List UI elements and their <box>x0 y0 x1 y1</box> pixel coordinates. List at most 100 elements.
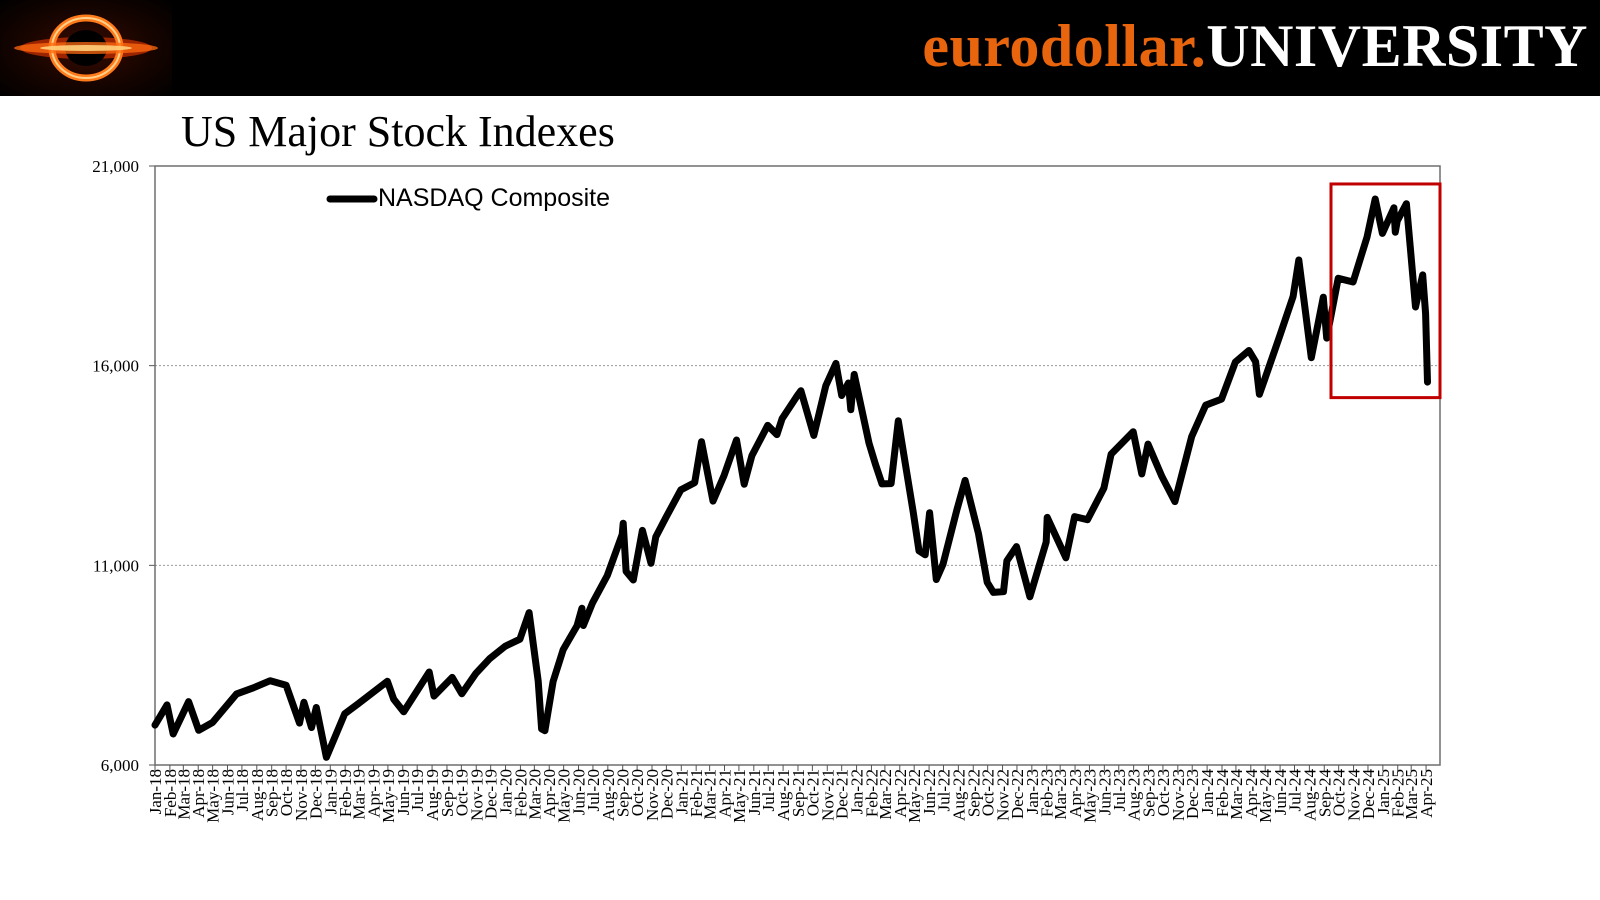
x-tick-label: Mar-20 <box>525 769 544 820</box>
x-tick-label: Jul-20 <box>584 769 603 812</box>
x-tick-label: May-19 <box>379 769 398 823</box>
x-tick-label: Dec-22 <box>1008 769 1027 819</box>
x-tick-label: Nov-24 <box>1345 769 1364 821</box>
x-tick-label: May-23 <box>1080 769 1099 823</box>
x-tick-label: Jan-21 <box>672 769 691 814</box>
nasdaq-composite-line <box>151 195 1431 761</box>
y-tick-label: 21,000 <box>92 157 139 176</box>
x-tick-label: Jul-18 <box>233 769 252 812</box>
x-tick-label: Apr-20 <box>540 769 559 818</box>
x-tick-label: Jan-22 <box>848 769 867 814</box>
x-tick-label: Sep-24 <box>1315 769 1334 818</box>
x-tick-label: Sep-23 <box>1140 769 1159 817</box>
x-tick-label: Dec-21 <box>833 769 852 819</box>
x-tick-label: Apr-24 <box>1242 769 1261 818</box>
x-tick-label: Apr-25 <box>1417 769 1436 818</box>
x-tick-label: Jun-24 <box>1271 769 1290 816</box>
x-tick-label: Dec-24 <box>1359 769 1378 820</box>
x-tick-label: Jun-19 <box>394 769 413 815</box>
x-tick-label: Jan-23 <box>1023 769 1042 814</box>
x-tick-label: Jan-20 <box>497 769 516 814</box>
x-tick-label: Apr-21 <box>716 769 735 818</box>
x-tick-label: Nov-22 <box>994 769 1013 821</box>
x-tick-label: Jun-18 <box>219 769 238 815</box>
x-tick-label: Oct-20 <box>628 769 647 816</box>
x-tick-label: Feb-22 <box>862 769 881 817</box>
x-tick-label: Feb-23 <box>1038 769 1057 817</box>
x-tick-label: Mar-21 <box>701 769 720 820</box>
x-tick-label: Aug-18 <box>248 769 267 821</box>
x-tick-label: Aug-22 <box>949 769 968 821</box>
x-tick-label: Feb-20 <box>511 769 530 817</box>
x-tick-label: Aug-24 <box>1300 769 1319 821</box>
x-tick-label: Dec-23 <box>1183 769 1202 819</box>
x-tick-label: Jul-19 <box>408 769 427 812</box>
x-tick-label: Feb-25 <box>1389 769 1408 817</box>
x-tick-label: Jul-21 <box>759 769 778 812</box>
x-tick-label: Mar-18 <box>174 769 193 820</box>
highlight-box <box>1329 182 1442 400</box>
x-tick-label: Jan-25 <box>1374 769 1393 814</box>
x-tick-label: Aug-21 <box>774 769 793 821</box>
x-tick-label: Jul-22 <box>934 769 953 812</box>
x-tick-label: Feb-24 <box>1213 769 1232 818</box>
x-tick-label: Oct-21 <box>803 769 822 816</box>
x-tick-label: Nov-23 <box>1169 769 1188 821</box>
x-tick-label: May-21 <box>730 769 749 823</box>
plot-area-border <box>154 165 1441 766</box>
x-tick-label: Mar-19 <box>350 769 369 820</box>
x-tick-label: Dec-19 <box>482 769 501 819</box>
chart-title: US Major Stock Indexes <box>181 107 615 156</box>
x-tick-label: Jul-23 <box>1110 769 1129 812</box>
x-tick-label: Jun-23 <box>1095 769 1114 815</box>
brand-accent-text: eurodollar. <box>922 13 1207 79</box>
header-banner: eurodollar.UNIVERSITY <box>0 0 1600 96</box>
legend-label: NASDAQ Composite <box>378 184 610 212</box>
x-tick-label: Jan-24 <box>1198 769 1217 815</box>
x-tick-label: Oct-18 <box>277 769 296 816</box>
x-tick-label: Nov-20 <box>643 769 662 821</box>
y-tick-label: 6,000 <box>101 756 139 775</box>
x-tick-label: Mar-23 <box>1051 769 1070 820</box>
x-tick-label: Jun-20 <box>570 769 589 815</box>
x-tick-label: Apr-22 <box>891 769 910 818</box>
brand-wordmark: eurodollar.UNIVERSITY <box>922 6 1588 86</box>
x-tick-label: Sep-18 <box>263 769 282 817</box>
x-tick-label: Jan-19 <box>321 769 340 814</box>
x-tick-label: Aug-19 <box>423 769 442 821</box>
y-tick-label: 11,000 <box>93 556 139 575</box>
x-tick-label: Jan-18 <box>146 769 165 814</box>
x-tick-label: Oct-19 <box>452 769 471 816</box>
x-tick-label: Sep-22 <box>964 769 983 817</box>
x-tick-label: Jun-22 <box>920 769 939 815</box>
x-tick-label: Mar-22 <box>876 769 895 820</box>
x-tick-label: Mar-25 <box>1402 769 1421 820</box>
x-tick-label: Feb-19 <box>336 769 355 817</box>
x-tick-label: Mar-24 <box>1227 769 1246 820</box>
x-tick-label: Aug-20 <box>599 769 618 821</box>
x-tick-label: Apr-19 <box>364 769 383 818</box>
y-tick-label: 16,000 <box>92 357 139 376</box>
x-tick-label: May-22 <box>905 769 924 823</box>
x-tick-label: Oct-23 <box>1154 769 1173 816</box>
black-hole-logo-icon <box>0 0 172 96</box>
x-tick-label: Apr-23 <box>1066 769 1085 818</box>
x-tick-label: Feb-18 <box>161 769 180 817</box>
x-tick-label: May-20 <box>555 769 574 823</box>
x-tick-label: Jul-24 <box>1286 769 1305 812</box>
x-tick-label: Sep-19 <box>438 769 457 817</box>
x-tick-label: Nov-21 <box>818 769 837 821</box>
x-tick-label: Jun-21 <box>745 769 764 815</box>
x-tick-label: May-18 <box>204 769 223 823</box>
x-tick-label: Sep-20 <box>614 769 633 817</box>
x-tick-label: Dec-20 <box>657 769 676 819</box>
x-tick-label: Nov-19 <box>467 769 486 821</box>
x-tick-label: Apr-18 <box>189 769 208 818</box>
x-tick-label: Oct-22 <box>979 769 998 816</box>
x-tick-label: Oct-24 <box>1330 769 1349 817</box>
x-tick-label: Feb-21 <box>687 769 706 817</box>
x-tick-label: May-24 <box>1256 769 1275 823</box>
x-tick-label: Nov-18 <box>292 769 311 821</box>
x-tick-label: Aug-23 <box>1125 769 1144 821</box>
x-tick-label: Dec-18 <box>306 769 325 819</box>
